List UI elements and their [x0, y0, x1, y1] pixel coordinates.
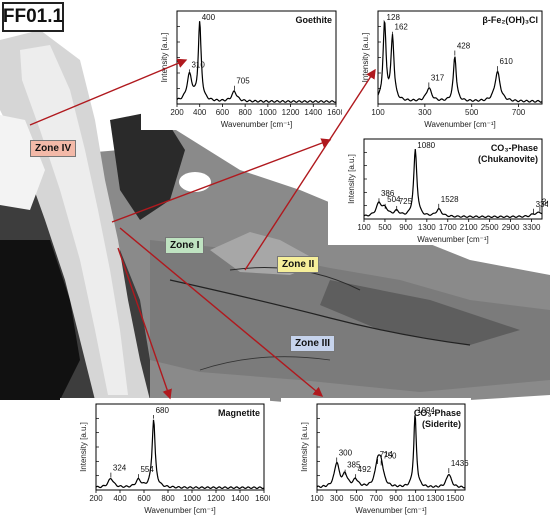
x-tick-label: 1700	[439, 223, 457, 232]
y-axis-label: Intensity [a.u.]	[79, 422, 88, 472]
x-tick-label: 500	[378, 223, 392, 232]
x-tick-label: 1400	[304, 108, 322, 117]
peak-label: 492	[358, 465, 372, 474]
peak-label: 324	[113, 464, 127, 473]
peak-label: 554	[140, 465, 154, 474]
peak-label: 386	[381, 189, 395, 198]
chukanovite-spectrum-svg: 100 500 900 1300 1700 2100 2500 2900 3300 Wavenum…	[347, 138, 548, 244]
x-tick-label: 900	[399, 223, 413, 232]
x-tick-label: 1300	[418, 223, 436, 232]
peak-label: 610	[499, 57, 513, 66]
x-tick-label: 300	[330, 494, 344, 503]
x-tick-label: 100	[310, 494, 324, 503]
x-axis-label: Wavenumber [cm⁻¹]	[355, 506, 427, 515]
x-tick-label: 100	[371, 108, 385, 117]
siderite-spectrum-svg: 100 300 500 700 900 1100 1300 1500 Wavenumber [c…	[300, 403, 469, 515]
x-tick-label: 1000	[259, 108, 277, 117]
x-tick-label: 2900	[502, 223, 520, 232]
spectrum-line	[377, 19, 543, 103]
x-tick-label: 1600	[255, 494, 270, 503]
x-tick-label: 600	[137, 494, 151, 503]
sample-label: FF01.1	[2, 2, 64, 32]
goethite-spectrum-svg: 200 400 600 800 1000 1200 1400 1600 Wavenumber […	[160, 10, 342, 129]
x-tick-label: 1400	[231, 494, 249, 503]
peak-label: 750	[383, 452, 397, 461]
peak-label: 385	[347, 461, 361, 470]
x-tick-label: 400	[193, 108, 207, 117]
zone-ii-label: Zone II	[277, 256, 320, 273]
y-axis-label: Intensity [a.u.]	[361, 33, 370, 83]
magnetite-spectrum-svg: 200 400 600 800 1000 1200 1400 1600 Wavenumber […	[79, 403, 270, 515]
x-tick-label: 1200	[282, 108, 300, 117]
peak-label: 3340	[536, 200, 548, 209]
peak-label: 317	[431, 73, 445, 82]
x-tick-label: 200	[89, 494, 103, 503]
spectrum-title: (Chukanovite)	[478, 154, 538, 164]
x-tick-label: 600	[216, 108, 230, 117]
peak-label: 128	[387, 13, 401, 22]
peak-label: 1080	[417, 141, 435, 150]
peak-label: 705	[236, 77, 250, 86]
peak-label: 400	[202, 13, 216, 22]
akaganeite-spectrum-svg: 100 300 500 700 Wavenumber [cm⁻¹] Intensity […	[361, 10, 543, 129]
x-axis-label: Wavenumber [cm⁻¹]	[144, 506, 216, 515]
spectrum-title: β-Fe₂(OH)₃Cl	[482, 15, 538, 25]
spectrum-title: (Siderite)	[422, 419, 461, 429]
peak-label: 1528	[441, 195, 459, 204]
zone-iv-label: Zone IV	[30, 140, 77, 157]
goethite-spectrum-panel: 200 400 600 800 1000 1200 1400 1600 Wavenumber […	[141, 5, 342, 130]
peak-label: 1436	[451, 459, 469, 468]
spectrum-title: CO₃-Phase	[491, 143, 538, 153]
x-axis-label: Wavenumber [cm⁻¹]	[417, 235, 489, 244]
x-tick-label: 1100	[407, 494, 425, 503]
akaganeite-spectrum-panel: 100 300 500 700 Wavenumber [cm⁻¹] Intensity […	[342, 5, 548, 130]
y-axis-label: Intensity [a.u.]	[300, 422, 309, 472]
spectrum-line	[363, 148, 543, 219]
x-tick-label: 800	[161, 494, 175, 503]
spectrum-title: Magnetite	[218, 408, 260, 418]
magnetite-spectrum-panel: 200 400 600 800 1000 1200 1400 1600 Wavenumber […	[60, 398, 270, 516]
peak-label: 300	[339, 449, 353, 458]
x-tick-label: 800	[238, 108, 252, 117]
x-axis-label: Wavenumber [cm⁻¹]	[424, 120, 496, 129]
x-tick-label: 2100	[460, 223, 478, 232]
peak-label: 162	[395, 23, 409, 32]
x-tick-label: 3300	[523, 223, 541, 232]
peak-label: 1094	[417, 406, 435, 415]
x-tick-label: 1200	[207, 494, 225, 503]
x-axis-label: Wavenumber [cm⁻¹]	[221, 120, 293, 129]
peak-label: 714	[380, 450, 394, 459]
x-tick-label: 500	[465, 108, 479, 117]
x-tick-label: 900	[389, 494, 403, 503]
spectrum-line	[316, 415, 466, 489]
x-tick-label: 700	[512, 108, 526, 117]
zone-i-label: Zone I	[165, 237, 205, 254]
x-tick-label: 300	[418, 108, 432, 117]
x-tick-label: 2500	[481, 223, 499, 232]
spectrum-line	[95, 419, 265, 490]
x-tick-label: 500	[350, 494, 364, 503]
chukanovite-spectrum-panel: 100 500 900 1300 1700 2100 2500 2900 3300 Wavenum…	[328, 133, 548, 245]
y-axis-label: Intensity [a.u.]	[160, 33, 169, 83]
peak-label: 680	[156, 406, 170, 415]
peak-label: 3460	[542, 198, 548, 207]
x-tick-label: 700	[370, 494, 384, 503]
x-tick-label: 1000	[183, 494, 201, 503]
peak-label: 310	[191, 60, 205, 69]
x-tick-label: 1600	[327, 108, 342, 117]
x-tick-label: 1500	[446, 494, 464, 503]
spectrum-title: CO₃-Phase	[414, 408, 461, 418]
zone-iii-label: Zone III	[290, 335, 335, 352]
x-tick-label: 400	[113, 494, 127, 503]
x-tick-label: 200	[170, 108, 184, 117]
spectrum-title: Goethite	[295, 15, 332, 25]
peak-label: 428	[457, 42, 471, 51]
siderite-spectrum-panel: 100 300 500 700 900 1100 1300 1500 Wavenumber [c…	[281, 398, 471, 516]
x-tick-label: 1300	[427, 494, 445, 503]
x-tick-label: 100	[357, 223, 371, 232]
y-axis-label: Intensity [a.u.]	[347, 154, 356, 204]
peak-label: 504	[387, 195, 401, 204]
peak-label: 725	[399, 197, 413, 206]
